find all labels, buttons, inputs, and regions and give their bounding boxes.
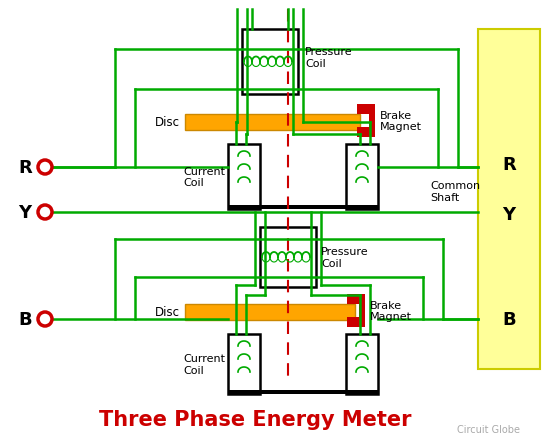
- Text: B: B: [502, 310, 516, 328]
- Text: Y: Y: [19, 204, 31, 222]
- Bar: [185, 115, 360, 131]
- Bar: [228, 145, 260, 209]
- Bar: [347, 317, 365, 327]
- Bar: [260, 227, 316, 287]
- Text: Disc: Disc: [155, 306, 180, 319]
- Circle shape: [38, 312, 52, 326]
- Text: Current
Coil: Current Coil: [183, 353, 225, 375]
- Circle shape: [38, 205, 52, 219]
- Text: R: R: [18, 159, 32, 177]
- Text: Disc: Disc: [155, 116, 180, 129]
- Bar: [185, 304, 355, 320]
- Bar: [228, 390, 378, 394]
- Bar: [242, 30, 298, 95]
- Bar: [347, 294, 365, 304]
- Bar: [357, 128, 375, 138]
- Circle shape: [38, 161, 52, 175]
- Circle shape: [38, 161, 52, 175]
- Text: Current
Coil: Current Coil: [183, 166, 225, 188]
- Bar: [478, 30, 540, 369]
- Bar: [228, 205, 378, 209]
- Text: Brake
Magnet: Brake Magnet: [380, 110, 422, 132]
- Text: B: B: [18, 310, 32, 328]
- Text: Brake
Magnet: Brake Magnet: [370, 300, 412, 321]
- Text: Pressure
Coil: Pressure Coil: [305, 47, 353, 69]
- Text: Pressure
Coil: Pressure Coil: [321, 247, 368, 268]
- Bar: [346, 334, 378, 394]
- Bar: [359, 294, 365, 327]
- Text: Three Phase Energy Meter: Three Phase Energy Meter: [99, 409, 411, 429]
- Text: Circuit Globe: Circuit Globe: [457, 424, 520, 434]
- Bar: [228, 334, 260, 394]
- Bar: [357, 105, 375, 115]
- Bar: [369, 105, 375, 138]
- Text: Y: Y: [503, 205, 515, 223]
- Text: Common
Shaft: Common Shaft: [430, 181, 480, 202]
- Bar: [346, 145, 378, 209]
- Text: R: R: [502, 155, 516, 173]
